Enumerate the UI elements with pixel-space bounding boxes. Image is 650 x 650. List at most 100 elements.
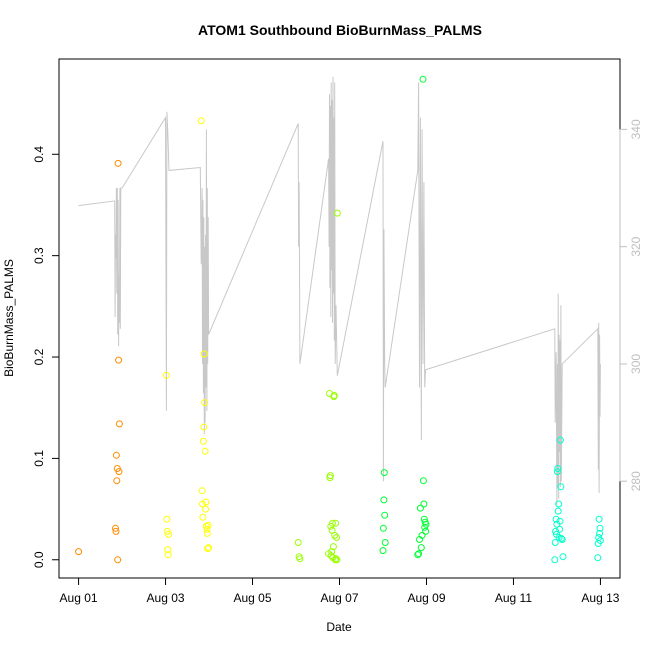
data-point [112,451,120,459]
data-point [558,536,566,543]
data-point [596,524,604,532]
data-point [199,513,207,521]
data-point [596,529,604,537]
y-right-tick-label: 280 [629,471,643,491]
data-point [329,543,337,551]
data-point [557,535,565,542]
data-point [112,524,119,532]
data-point [554,465,562,472]
x-axis-label: Date [326,620,352,634]
data-point [198,487,206,495]
y-tick-label: 0.1 [32,450,46,467]
x-axis: Aug 01 Aug 03 Aug 05 Aug 07 Aug 09 Aug 11 Aug … [60,577,620,605]
x-tick-label: Aug 09 [407,591,445,605]
data-point [596,537,604,544]
data-point [414,551,422,559]
data-point [555,500,563,508]
data-point [415,550,423,558]
data-point [164,546,172,554]
x-tick-label: Aug 05 [233,591,271,605]
data-point [294,539,302,546]
data-point [197,117,205,125]
data-point [205,544,213,552]
y-axis: 0.0 0.1 0.2 0.3 0.4 [32,146,60,568]
y-right-tick-label: 340 [629,119,643,139]
x-tick-label: Aug 07 [320,591,358,605]
data-point [204,545,212,553]
data-point [559,553,567,561]
data-point [416,504,424,512]
data-point [75,548,83,556]
plot-frame [58,58,621,579]
data-point [115,468,123,476]
y-tick-label: 0.0 [32,551,46,568]
data-point [200,423,208,431]
data-point [417,544,425,552]
data-point [201,447,209,455]
data-point [379,524,387,532]
data-point [332,555,340,563]
y-right-tick-label: 320 [629,236,643,256]
data-point [329,554,337,562]
data-point [164,551,172,559]
data-point [202,505,210,513]
data-point [165,530,173,538]
chart-title: ATOM1 Southbound BioBurnMass_PALMS [198,22,482,38]
data-point [380,469,388,477]
data-point [419,477,427,485]
data-point [201,399,209,407]
x-tick-label: Aug 13 [581,591,619,605]
data-point [595,515,603,523]
y-tick-label: 0.4 [32,146,46,163]
data-point [203,525,211,533]
y-tick-label: 0.3 [32,247,46,264]
data-point [203,529,211,537]
data-point [331,531,339,539]
data-point [381,539,389,546]
data-point [326,472,334,480]
data-point [332,519,340,527]
data-point [552,527,560,535]
data-point [552,515,560,523]
data-point [163,515,171,523]
data-point [553,468,561,476]
x-tick-label: Aug 01 [60,591,98,605]
data-point [114,556,122,564]
data-point [199,437,207,445]
data-point [422,527,430,535]
data-point [202,498,210,506]
data-point [112,527,120,535]
data-point [551,556,559,564]
data-point [330,392,338,399]
data-point [551,539,559,546]
data-point [199,500,206,508]
data-point [162,371,170,379]
data-point [200,350,208,358]
y-axis-right: 280 300 320 340 [619,119,643,491]
data-point [594,554,602,562]
y-axis-label: BioBurnMass_PALMS [2,259,16,377]
data-point [115,356,123,364]
data-point [422,520,430,528]
data-points [75,75,604,564]
x-tick-label: Aug 11 [495,591,532,605]
data-point [420,500,428,508]
data-point [204,521,212,529]
data-point [556,525,564,533]
data-point [418,531,426,539]
y-tick-label: 0.2 [32,348,46,365]
data-point [381,511,389,519]
y-right-tick-label: 300 [629,354,643,374]
data-point [556,436,564,444]
data-point [379,547,387,555]
right-axis-line [78,76,601,505]
data-point [556,517,564,525]
data-point [113,477,121,485]
data-point [333,209,341,217]
x-tick-label: Aug 03 [147,591,185,605]
data-point [557,483,565,491]
data-point [329,519,336,527]
data-point [380,496,388,504]
data-point [333,534,340,541]
